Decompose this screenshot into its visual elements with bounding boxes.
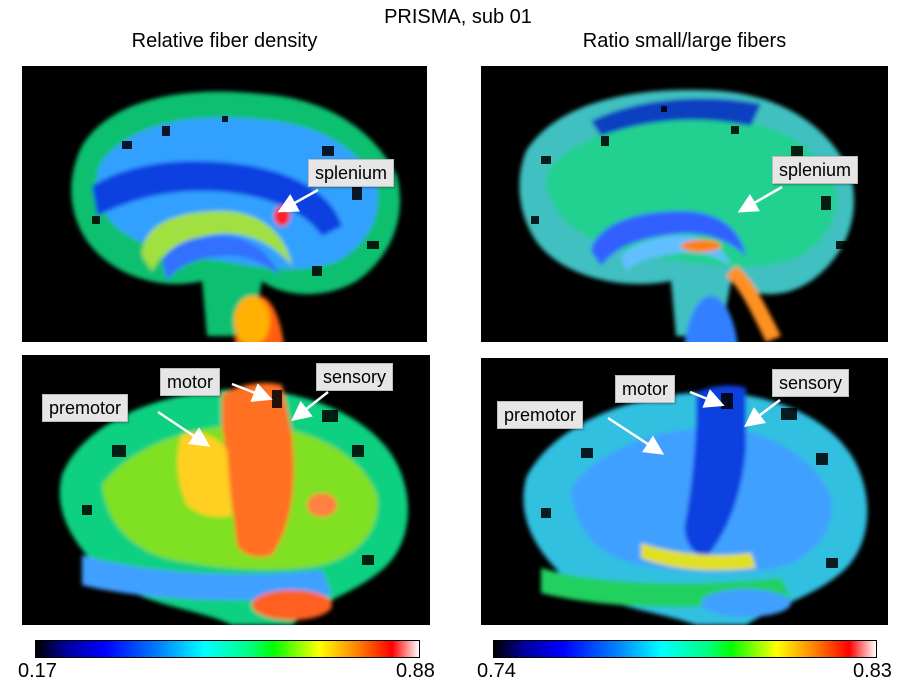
label-motor-right: motor	[615, 375, 676, 403]
label-premotor-left: premotor	[42, 394, 129, 422]
label-motor-left: motor	[160, 368, 221, 396]
colorbar-left	[35, 640, 420, 658]
figure-title: PRISMA, sub 01	[384, 6, 532, 28]
colorbar-left-max: 0.88	[396, 660, 435, 682]
right-column-title: Ratio small/large fibers	[582, 30, 787, 52]
label-premotor-right: premotor	[497, 401, 584, 429]
colorbar-left-min: 0.17	[18, 660, 57, 682]
colorbar-right	[493, 640, 877, 658]
label-splenium-left: splenium	[308, 159, 395, 187]
sagittal-fiber-ratio-map	[481, 66, 888, 342]
coronal-fiber-ratio-map	[481, 358, 888, 625]
label-splenium-right: splenium	[772, 156, 859, 184]
colorbar-right-max: 0.83	[853, 660, 892, 682]
left-column-title: Relative fiber density	[131, 30, 318, 52]
sagittal-fiber-density-map	[22, 66, 427, 342]
colorbar-right-min: 0.74	[477, 660, 516, 682]
label-sensory-right: sensory	[772, 369, 850, 397]
label-sensory-left: sensory	[316, 363, 394, 391]
